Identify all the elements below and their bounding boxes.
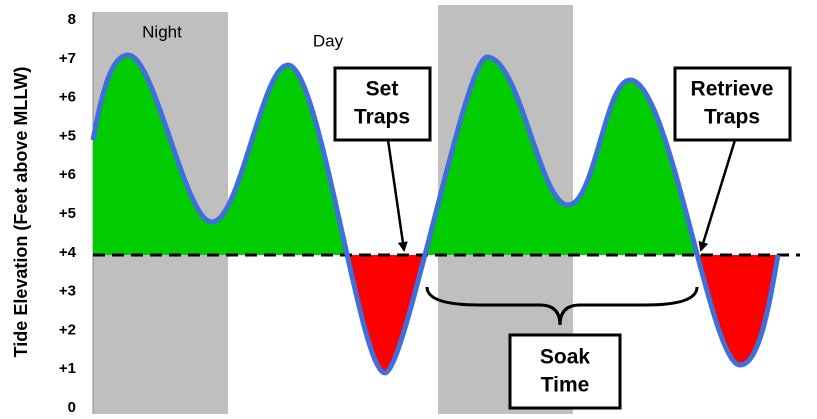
y-tick-label: +1 [59, 360, 76, 377]
callout-text: Time [541, 374, 590, 397]
y-tick-label: +6 [59, 89, 76, 106]
band-label: Day [313, 31, 344, 50]
callout-text: Traps [704, 106, 760, 129]
arrow [698, 139, 737, 252]
callout-text: Traps [354, 106, 410, 129]
brace [425, 286, 699, 326]
band-label: Night [142, 22, 182, 41]
y-tick-label: +6 [59, 166, 76, 183]
callout-text: Retrieve [691, 78, 774, 101]
callout-box [508, 333, 622, 410]
y-tick-label: +4 [59, 244, 77, 261]
tide-curve [90, 52, 781, 376]
low-tide-area [93, 255, 778, 373]
callout-text: Set [366, 78, 399, 101]
callout-box [673, 66, 792, 142]
arrow [386, 139, 408, 252]
callout-box [333, 66, 432, 142]
callout-text: Soak [540, 346, 591, 369]
y-tick-label: +5 [59, 127, 76, 144]
y-tick-label: +2 [59, 321, 76, 338]
y-tick-label: 8 [68, 11, 76, 28]
y-tick-label: +3 [59, 283, 76, 300]
y-axis-label: Tide Elevation (Feet above MLLW) [11, 67, 31, 358]
y-tick-label: 0 [68, 399, 76, 414]
y-tick-label: +5 [59, 205, 76, 222]
y-tick-label: +7 [59, 50, 76, 67]
